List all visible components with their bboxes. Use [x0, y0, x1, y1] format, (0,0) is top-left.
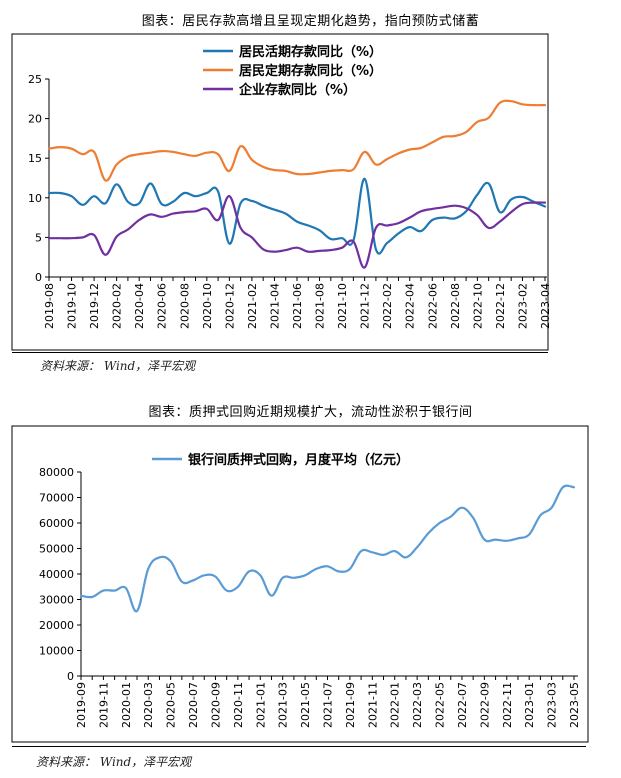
series-line-2: [47, 99, 547, 182]
x-tick-label: 2020-04: [133, 283, 146, 329]
x-tick-label: 2019-12: [88, 283, 101, 329]
x-tick-label: 2022-12: [494, 283, 507, 329]
x-tick-label: 2022-10: [471, 283, 484, 329]
x-tick-label: 2021-03: [277, 682, 290, 728]
x-tick-label: 2020-01: [120, 682, 133, 728]
y-tick-label: 10: [28, 192, 42, 205]
x-tick-label: 2022-09: [478, 682, 491, 728]
y-tick-label: 20000: [39, 619, 74, 632]
y-tick-label: 20: [28, 113, 42, 126]
figure-title: 图表：质押式回购近期规模扩大，流动性淤积于银行间: [148, 405, 473, 420]
x-tick-label: 2022-06: [426, 283, 439, 329]
legend-label: 居民定期存款同比（%）: [239, 63, 382, 79]
y-tick-label: 80000: [39, 466, 74, 479]
repo-volume-figure: 图表：质押式回购近期规模扩大，流动性淤积于银行间 0 10000 20000 3000…: [0, 392, 621, 778]
x-tick-label: 2021-11: [366, 682, 379, 728]
x-tick-label: 2022-03: [411, 682, 424, 728]
y-tick-label: 0: [35, 271, 42, 284]
x-tick-label: 2020-06: [156, 283, 169, 329]
y-tick-label: 25: [28, 73, 42, 86]
x-tick-label: 2023-05: [568, 682, 581, 728]
y-tick-label: 40000: [39, 568, 74, 581]
x-tick-label: 2021-01: [254, 682, 267, 728]
x-tick-label: 2020-09: [209, 682, 222, 728]
x-tick-label: 2020-07: [187, 682, 200, 728]
legend-label: 银行间质押式回购，月度平均（亿元）: [188, 452, 409, 468]
source-note: 资料来源： Wind，泽平宏观: [40, 359, 196, 373]
x-tick-label: 2023-04: [539, 283, 552, 329]
y-tick-label: 10000: [39, 645, 74, 658]
x-tick-label: 2020-02: [111, 283, 124, 329]
x-tick-label: 2020-12: [223, 283, 236, 329]
y-tick-label: 5: [35, 231, 42, 244]
x-tick-label: 2022-08: [449, 283, 462, 329]
x-tick-label: 2020-11: [232, 682, 245, 728]
x-tick-label: 2022-05: [434, 682, 447, 728]
y-tick-label: 60000: [39, 517, 74, 530]
x-tick-label: 2021-04: [268, 283, 281, 329]
x-tick-label: 2021-10: [336, 283, 349, 329]
x-tick-label: 2022-11: [501, 682, 514, 728]
x-tick-label: 2021-06: [291, 283, 304, 329]
x-tick-label: 2021-08: [314, 283, 327, 329]
figure-title: 图表：居民存款高增且呈现定期化趋势，指向预防式储蓄: [141, 14, 480, 29]
x-tick-label: 2020-03: [142, 682, 155, 728]
x-tick-label: 2021-05: [299, 682, 312, 728]
x-tick-label: 2021-02: [246, 283, 259, 329]
bottom-rule: [12, 352, 548, 353]
deposit-growth-chart: 0 5 10 15 20 25 2019-08 2019-10 2019-12 2020-02 20…: [11, 33, 552, 351]
y-tick-label: 50000: [39, 543, 74, 556]
deposit-growth-figure: 图表：居民存款高增且呈现定期化趋势，指向预防式储蓄 0 5 10 15 20 25 2019…: [11, 14, 552, 373]
y-tick-label: 30000: [39, 594, 74, 607]
x-tick-label: 2022-04: [404, 283, 417, 329]
series-line-1: [79, 484, 576, 613]
x-tick-label: 2020-10: [201, 283, 214, 329]
x-tick-label: 2022-01: [389, 682, 402, 728]
x-tick-label: 2023-02: [516, 283, 529, 329]
y-tick-label: 15: [28, 152, 42, 165]
legend-label: 居民活期存款同比（%）: [239, 44, 382, 60]
x-tick-label: 2022-07: [456, 682, 469, 728]
x-tick-label: 2021-07: [322, 682, 335, 728]
x-tick-label: 2019-08: [43, 283, 56, 329]
bottom-rule: [12, 746, 586, 747]
x-tick-label: 2023-01: [523, 682, 536, 728]
y-tick-label: 0: [67, 670, 74, 683]
x-tick-label: 2021-09: [344, 682, 357, 728]
x-tick-label: 2019-11: [97, 682, 110, 728]
x-tick-label: 2020-05: [165, 682, 178, 728]
x-tick-label: 2021-12: [359, 283, 372, 329]
y-tick-label: 70000: [39, 492, 74, 505]
x-tick-label: 2019-10: [66, 283, 79, 329]
plot-frame: [11, 425, 589, 743]
series-line-3: [47, 195, 547, 269]
x-tick-label: 2019-09: [75, 682, 88, 728]
repo-volume-chart: 0 10000 20000 30000 40000 50000 60000 70000 8000…: [11, 425, 589, 743]
series-line-1: [47, 177, 547, 255]
x-tick-label: 2023-03: [546, 682, 559, 728]
legend-label: 企业存款同比（%）: [238, 82, 356, 98]
x-tick-label: 2022-02: [381, 283, 394, 329]
x-tick-label: 2020-08: [178, 283, 191, 329]
source-note: 资料来源： Wind，泽平宏观: [36, 755, 192, 769]
plot-frame: [11, 33, 549, 351]
